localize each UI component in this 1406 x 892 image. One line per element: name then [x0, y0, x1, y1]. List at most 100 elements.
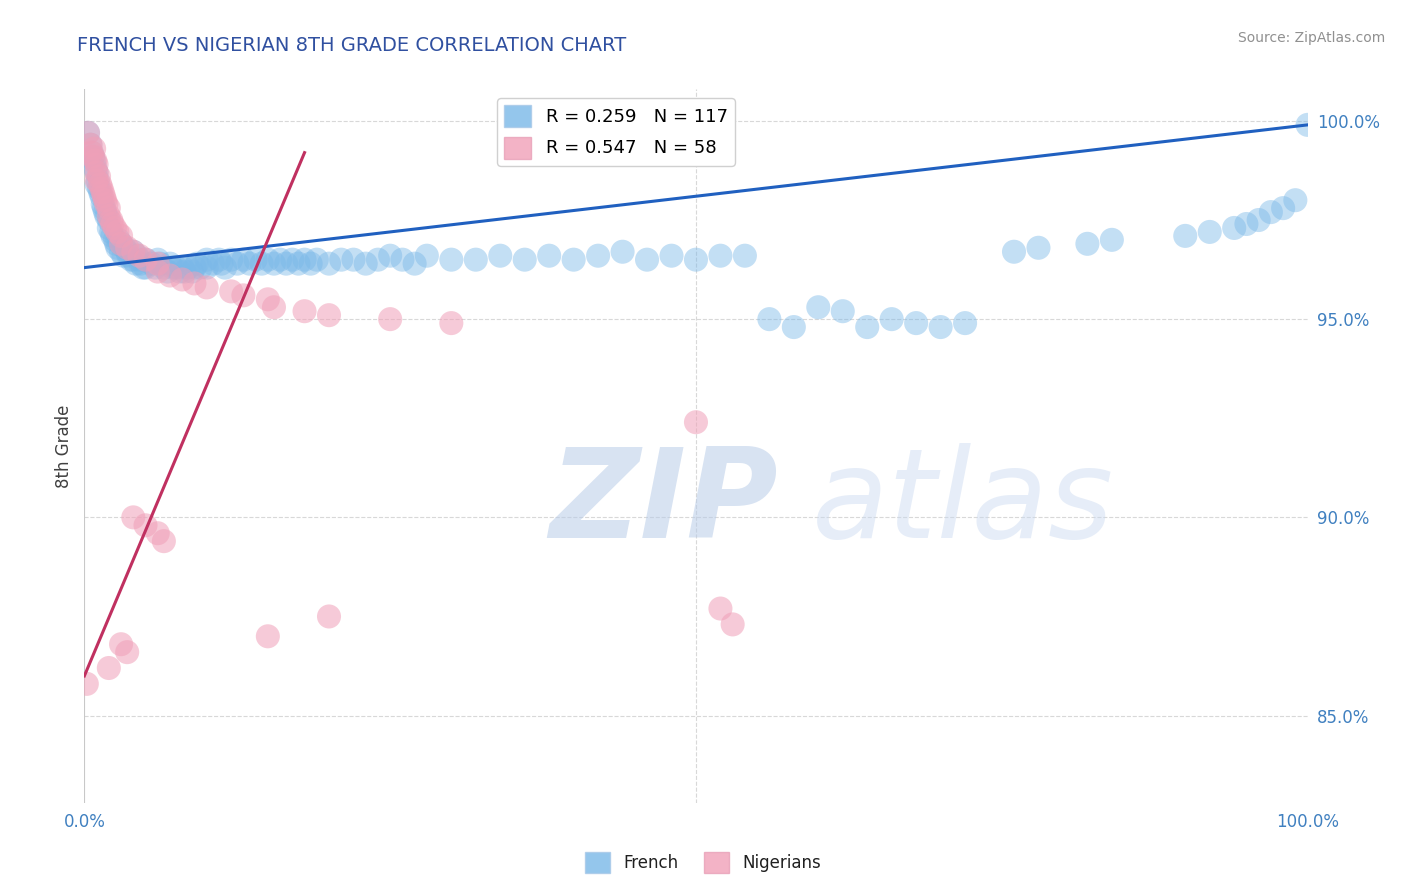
- Point: [380, 249, 402, 263]
- Point: [294, 252, 316, 267]
- Point: [1296, 118, 1319, 132]
- Point: [953, 316, 976, 330]
- Point: [183, 277, 205, 291]
- Point: [177, 260, 200, 275]
- Point: [173, 264, 195, 278]
- Point: [79, 137, 101, 152]
- Point: [513, 252, 536, 267]
- Point: [93, 189, 115, 203]
- Point: [416, 249, 439, 263]
- Point: [489, 249, 512, 263]
- Point: [214, 260, 236, 275]
- Legend: French, Nigerians: French, Nigerians: [578, 846, 828, 880]
- Point: [129, 257, 152, 271]
- Point: [201, 257, 224, 271]
- Point: [96, 197, 118, 211]
- Point: [84, 153, 107, 168]
- Point: [162, 260, 184, 275]
- Point: [125, 257, 148, 271]
- Point: [79, 137, 101, 152]
- Point: [110, 228, 132, 243]
- Point: [105, 236, 128, 251]
- Point: [367, 252, 389, 267]
- Point: [80, 145, 103, 160]
- Legend: R = 0.259   N = 117, R = 0.547   N = 58: R = 0.259 N = 117, R = 0.547 N = 58: [498, 98, 735, 166]
- Point: [112, 249, 135, 263]
- Point: [153, 260, 176, 275]
- Point: [281, 252, 304, 267]
- Point: [636, 252, 658, 267]
- Point: [100, 225, 122, 239]
- Point: [238, 257, 260, 271]
- Point: [232, 288, 254, 302]
- Point: [181, 264, 204, 278]
- Point: [100, 213, 122, 227]
- Point: [97, 661, 120, 675]
- Point: [219, 252, 242, 267]
- Point: [125, 249, 148, 263]
- Point: [90, 189, 112, 203]
- Point: [1223, 221, 1246, 235]
- Point: [128, 249, 150, 263]
- Point: [709, 601, 731, 615]
- Point: [107, 233, 129, 247]
- Point: [94, 193, 117, 207]
- Point: [195, 280, 218, 294]
- Point: [709, 249, 731, 263]
- Point: [318, 257, 340, 271]
- Point: [87, 173, 110, 187]
- Point: [299, 257, 322, 271]
- Point: [159, 268, 181, 283]
- Point: [1247, 213, 1270, 227]
- Point: [115, 241, 138, 255]
- Point: [89, 186, 111, 200]
- Point: [82, 150, 104, 164]
- Text: atlas: atlas: [813, 442, 1115, 564]
- Point: [330, 252, 353, 267]
- Point: [661, 249, 683, 263]
- Point: [1076, 236, 1098, 251]
- Text: ZIP: ZIP: [550, 442, 778, 564]
- Point: [1002, 244, 1025, 259]
- Point: [1198, 225, 1220, 239]
- Point: [305, 252, 328, 267]
- Point: [141, 257, 163, 271]
- Point: [294, 304, 316, 318]
- Point: [586, 249, 609, 263]
- Point: [87, 169, 110, 184]
- Point: [1284, 193, 1306, 207]
- Point: [257, 629, 280, 643]
- Point: [132, 260, 155, 275]
- Point: [758, 312, 780, 326]
- Point: [318, 308, 340, 322]
- Point: [93, 201, 115, 215]
- Point: [1028, 241, 1050, 255]
- Point: [159, 257, 181, 271]
- Y-axis label: 8th Grade: 8th Grade: [55, 404, 73, 488]
- Point: [1101, 233, 1123, 247]
- Point: [685, 415, 707, 429]
- Point: [169, 264, 191, 278]
- Point: [612, 244, 634, 259]
- Point: [440, 316, 463, 330]
- Point: [122, 252, 145, 267]
- Point: [245, 252, 267, 267]
- Point: [195, 252, 218, 267]
- Point: [110, 244, 132, 259]
- Point: [84, 161, 107, 176]
- Point: [128, 252, 150, 267]
- Point: [186, 257, 208, 271]
- Point: [97, 213, 120, 227]
- Point: [263, 300, 285, 314]
- Point: [783, 320, 806, 334]
- Point: [257, 252, 280, 267]
- Point: [562, 252, 585, 267]
- Point: [104, 233, 127, 247]
- Point: [110, 236, 132, 251]
- Point: [209, 257, 232, 271]
- Point: [105, 241, 128, 255]
- Point: [97, 201, 120, 215]
- Point: [232, 252, 254, 267]
- Point: [90, 181, 112, 195]
- Point: [101, 217, 124, 231]
